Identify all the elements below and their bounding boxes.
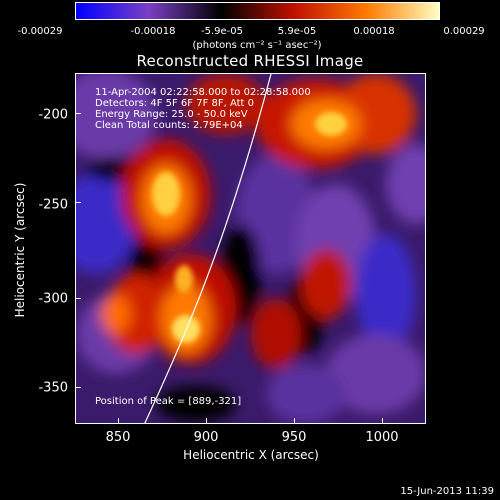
- y-tick-label: -200: [38, 107, 68, 123]
- y-tick-mark: [75, 113, 81, 114]
- info-energy: Energy Range: 25.0 - 50.0 keV: [95, 109, 248, 120]
- info-time-range: 11-Apr-2004 02:22:58.000 to 02:28:58.000: [95, 87, 311, 98]
- image-frame: 11-Apr-2004 02:22:58.000 to 02:28:58.000…: [75, 73, 426, 424]
- y-tick-label: -250: [38, 197, 68, 213]
- info-clean: Clean Total counts: 2.79E+04: [95, 120, 243, 131]
- x-tick-label: 1000: [365, 430, 399, 445]
- peak-position: Position of Peak = [889,-321]: [95, 396, 242, 407]
- colorbar-tick-label: 0.00018: [353, 26, 395, 37]
- y-tick-mark: [75, 298, 81, 299]
- x-tick-mark: [206, 418, 207, 424]
- colorbar-tick-label: 0.00029: [443, 26, 485, 37]
- colorbar-tick-label: -0.00018: [130, 26, 176, 37]
- colorbar-units: (photons cm⁻² s⁻¹ asec⁻²): [192, 40, 322, 51]
- x-tick-mark: [294, 418, 295, 424]
- y-axis-label: Heliocentric Y (arcsec): [13, 182, 27, 318]
- colorbar-tick-label: 5.9e-05: [277, 26, 317, 37]
- x-tick-label: 900: [193, 430, 219, 445]
- info-detectors: Detectors: 4F 5F 6F 7F 8F, Att 0: [95, 98, 255, 109]
- colorbar-gradient: [76, 3, 439, 19]
- x-tick-label: 950: [281, 430, 307, 445]
- y-tick-label: -300: [38, 291, 68, 307]
- y-tick-mark: [75, 387, 81, 388]
- reconstructed-image: [76, 74, 425, 423]
- colorbar-tick-label: -5.9e-05: [201, 26, 243, 37]
- timestamp: 15-Jun-2013 11:39: [400, 486, 494, 497]
- y-tick-mark: [75, 202, 81, 203]
- x-tick-mark: [382, 418, 383, 424]
- plot-title: Reconstructed RHESSI Image: [136, 52, 364, 70]
- colorbar-tick-label: -0.00029: [17, 26, 63, 37]
- colorbar: [75, 2, 440, 20]
- y-tick-label: -350: [38, 380, 68, 396]
- x-tick-label: 850: [105, 430, 131, 445]
- x-tick-mark: [118, 418, 119, 424]
- x-axis-label: Heliocentric X (arcsec): [183, 448, 319, 462]
